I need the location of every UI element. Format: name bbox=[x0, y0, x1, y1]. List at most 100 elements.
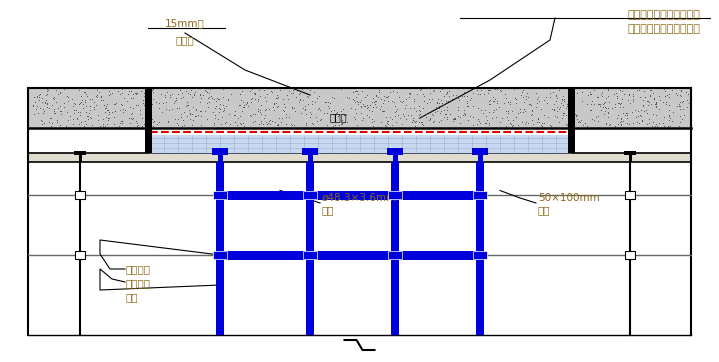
Point bbox=[418, 98, 430, 104]
Point bbox=[482, 87, 494, 93]
Point bbox=[597, 89, 608, 94]
Point bbox=[638, 88, 650, 93]
Point bbox=[153, 105, 165, 111]
Point bbox=[298, 97, 309, 102]
Point bbox=[66, 124, 78, 130]
Point bbox=[109, 109, 121, 114]
Point bbox=[391, 106, 403, 112]
Point bbox=[102, 115, 114, 121]
Point bbox=[331, 109, 342, 115]
Point bbox=[54, 103, 65, 109]
Point bbox=[306, 111, 317, 117]
Point bbox=[429, 109, 441, 115]
Point bbox=[416, 119, 427, 125]
Point bbox=[461, 100, 472, 106]
Point bbox=[216, 114, 228, 119]
Point bbox=[176, 90, 188, 96]
Point bbox=[348, 97, 360, 103]
Point bbox=[633, 121, 645, 126]
Point bbox=[110, 100, 122, 106]
Point bbox=[483, 122, 495, 128]
Point bbox=[288, 105, 300, 111]
Point bbox=[459, 107, 470, 113]
Point bbox=[234, 113, 246, 119]
Point bbox=[441, 114, 452, 120]
Point bbox=[349, 114, 360, 120]
Point bbox=[195, 114, 206, 119]
Point bbox=[101, 121, 113, 127]
Point bbox=[493, 104, 505, 110]
Point bbox=[585, 91, 597, 97]
Point bbox=[589, 101, 600, 107]
Point bbox=[116, 120, 128, 126]
Point bbox=[554, 104, 565, 110]
Point bbox=[298, 105, 309, 110]
Point bbox=[628, 107, 640, 113]
Point bbox=[394, 115, 406, 121]
Point bbox=[559, 98, 570, 104]
Point bbox=[362, 102, 373, 108]
Point bbox=[522, 94, 533, 100]
Point bbox=[454, 120, 466, 126]
Point bbox=[527, 117, 539, 123]
Point bbox=[239, 104, 250, 110]
Point bbox=[531, 119, 543, 125]
Point bbox=[95, 93, 106, 99]
Point bbox=[610, 90, 621, 96]
Point bbox=[252, 96, 264, 102]
Point bbox=[659, 88, 671, 94]
Bar bbox=[75, 251, 85, 259]
Point bbox=[523, 101, 535, 107]
Point bbox=[572, 119, 584, 125]
Point bbox=[249, 118, 260, 124]
Point bbox=[491, 98, 503, 104]
Point bbox=[613, 121, 624, 127]
Point bbox=[336, 117, 348, 123]
Point bbox=[35, 117, 47, 123]
Point bbox=[376, 108, 388, 114]
Point bbox=[85, 114, 96, 119]
Point bbox=[203, 95, 214, 101]
Point bbox=[615, 104, 626, 110]
Point bbox=[160, 99, 172, 105]
Point bbox=[314, 117, 326, 123]
Point bbox=[54, 122, 65, 128]
Point bbox=[503, 108, 514, 114]
Point bbox=[242, 103, 254, 109]
Point bbox=[646, 101, 657, 107]
Point bbox=[465, 95, 477, 101]
Point bbox=[132, 102, 144, 108]
Point bbox=[176, 124, 188, 130]
Point bbox=[563, 117, 574, 123]
Point bbox=[321, 110, 333, 116]
Point bbox=[91, 87, 103, 92]
Point bbox=[393, 94, 405, 100]
Point bbox=[546, 106, 557, 112]
Point bbox=[531, 90, 542, 96]
Point bbox=[352, 98, 363, 104]
Point bbox=[81, 93, 93, 99]
Point bbox=[223, 97, 234, 103]
Point bbox=[186, 122, 198, 128]
Point bbox=[586, 116, 597, 122]
Point bbox=[84, 104, 96, 109]
Point bbox=[581, 101, 592, 107]
Point bbox=[313, 105, 325, 111]
Point bbox=[38, 120, 50, 126]
Point bbox=[29, 99, 40, 105]
Point bbox=[441, 107, 453, 113]
Point bbox=[271, 92, 283, 97]
Point bbox=[659, 123, 670, 129]
Point bbox=[446, 96, 458, 102]
Point bbox=[279, 105, 290, 110]
Point bbox=[510, 95, 521, 101]
Point bbox=[664, 123, 676, 129]
Point bbox=[191, 107, 202, 113]
Point bbox=[595, 91, 607, 97]
Point bbox=[618, 91, 630, 97]
Point bbox=[444, 111, 456, 117]
Point bbox=[441, 116, 452, 122]
Point bbox=[95, 94, 106, 100]
Point bbox=[167, 106, 178, 112]
Point bbox=[598, 100, 610, 105]
